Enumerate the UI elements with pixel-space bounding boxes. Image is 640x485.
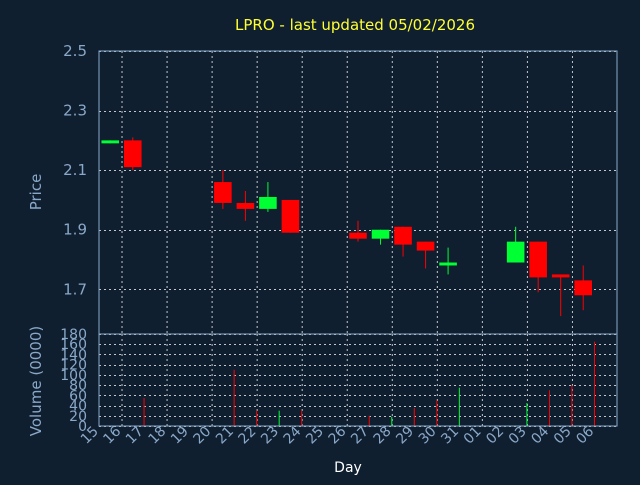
volume-tick-label: 20 [69,409,87,425]
candle-body [574,280,593,296]
candle-body [529,241,547,278]
x-tick-label: 23 [258,424,282,448]
price-tick-label: 1.7 [63,280,87,298]
volume-gridlines [99,334,617,427]
x-tick-label: 04 [528,423,552,447]
x-tick-label: 05 [551,424,575,448]
x-tick-label: 22 [236,424,260,448]
x-tick-label: 27 [348,424,372,448]
price-gridlines [99,51,617,334]
price-tick-label: 2.5 [63,42,87,60]
x-tick-label: 29 [393,424,417,448]
candle-body [551,274,570,278]
candle-body [259,196,277,209]
x-tick-label: 24 [281,423,305,447]
x-tick-label: 19 [168,424,192,448]
volume-bars [143,341,595,426]
price-tick-labels: 2.5 2.3 2.1 1.9 1.7 [63,42,87,298]
price-panel-frame [98,50,618,335]
candle-body [439,262,457,266]
x-tick-label: 01 [461,424,485,448]
price-axis-label: Price [27,174,45,211]
volume-tick-label: 40 [69,399,87,415]
chart-title: LPRO - last updated 05/02/2026 [235,16,475,34]
price-tick-label: 1.9 [63,221,87,239]
x-tick-label: 30 [416,424,440,448]
volume-tick-label: 160 [60,337,87,353]
candle-body [236,202,255,209]
volume-tick-label: 100 [60,368,87,384]
x-tick-label: 18 [145,424,169,448]
candle-body [123,140,142,168]
volume-panel-frame [98,333,618,427]
x-tick-label: 16 [100,423,124,447]
x-tick-label: 03 [506,424,530,448]
x-tick-label: 25 [303,424,327,448]
x-tick-label: 20 [191,424,215,448]
x-tick-label: 28 [371,424,395,448]
candle-body [349,232,367,239]
candle-body [416,241,435,251]
x-tick-label: 21 [213,424,237,448]
candle-body [214,182,232,203]
candle-body [394,226,412,245]
x-tick-label: 02 [483,424,507,448]
x-axis-label: Day [334,460,362,476]
price-tick-label: 2.3 [63,102,87,120]
price-tick-label: 2.1 [63,161,87,179]
candle-body [281,199,300,233]
candle-body [371,229,390,239]
price-candles [101,137,593,317]
candle-body [506,241,525,263]
x-tick-labels: 1516171819202122232425262728293031010203… [78,423,597,447]
volume-axis-label: Volume (0000) [27,326,45,436]
x-tick-label: 17 [123,424,147,448]
volume-tick-label: 180 [60,327,87,343]
volume-tick-label: 80 [69,378,87,394]
volume-tick-label: 0 [78,419,87,435]
volume-tick-label: 140 [60,347,87,363]
x-tick-label: 31 [438,424,462,448]
volume-tick-label: 60 [69,388,87,404]
volume-tick-label: 120 [60,358,87,374]
x-tick-label: 06 [573,423,597,447]
x-tick-label: 26 [326,423,350,447]
candle-body [101,140,120,144]
